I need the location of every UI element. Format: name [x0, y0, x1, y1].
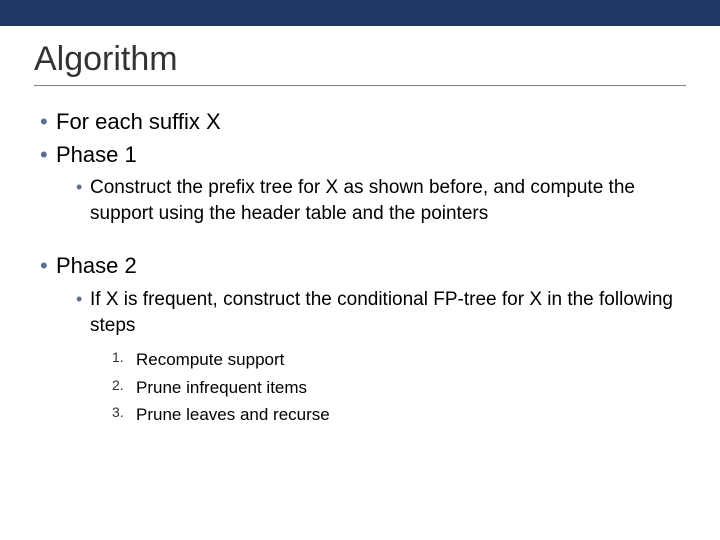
top-accent-bar — [0, 0, 720, 26]
bullet-text: For each suffix X — [56, 109, 221, 134]
slide-content: Algorithm For each suffix X Phase 1 Cons… — [0, 26, 720, 428]
step-prune-infrequent: Prune infrequent items — [112, 374, 686, 401]
bullet-phase-1: Phase 1 Construct the prefix tree for X … — [40, 141, 686, 227]
step-text: Prune infrequent items — [136, 378, 307, 397]
sub-bullet-text: If X is frequent, construct the conditio… — [90, 289, 673, 336]
step-recompute-support: Recompute support — [112, 346, 686, 373]
bullet-text: Phase 2 — [56, 253, 137, 278]
bullet-for-each-suffix: For each suffix X — [40, 108, 686, 137]
step-prune-leaves-recurse: Prune leaves and recurse — [112, 401, 686, 428]
sub-bullet-construct-prefix-tree: Construct the prefix tree for X as shown… — [76, 175, 686, 226]
sub-bullet-text: Construct the prefix tree for X as shown… — [90, 177, 635, 224]
sub-bullet-if-frequent: If X is frequent, construct the conditio… — [76, 287, 686, 428]
step-text: Recompute support — [136, 350, 284, 369]
step-text: Prune leaves and recurse — [136, 405, 330, 424]
bullet-text: Phase 1 — [56, 142, 137, 167]
numbered-steps: Recompute support Prune infrequent items… — [90, 346, 686, 428]
bullet-list: For each suffix X Phase 1 Construct the … — [34, 108, 686, 428]
slide-title: Algorithm — [34, 40, 686, 86]
bullet-phase-2: Phase 2 If X is frequent, construct the … — [40, 252, 686, 427]
sub-bullet-list: If X is frequent, construct the conditio… — [56, 287, 686, 428]
sub-bullet-list: Construct the prefix tree for X as shown… — [56, 175, 686, 226]
